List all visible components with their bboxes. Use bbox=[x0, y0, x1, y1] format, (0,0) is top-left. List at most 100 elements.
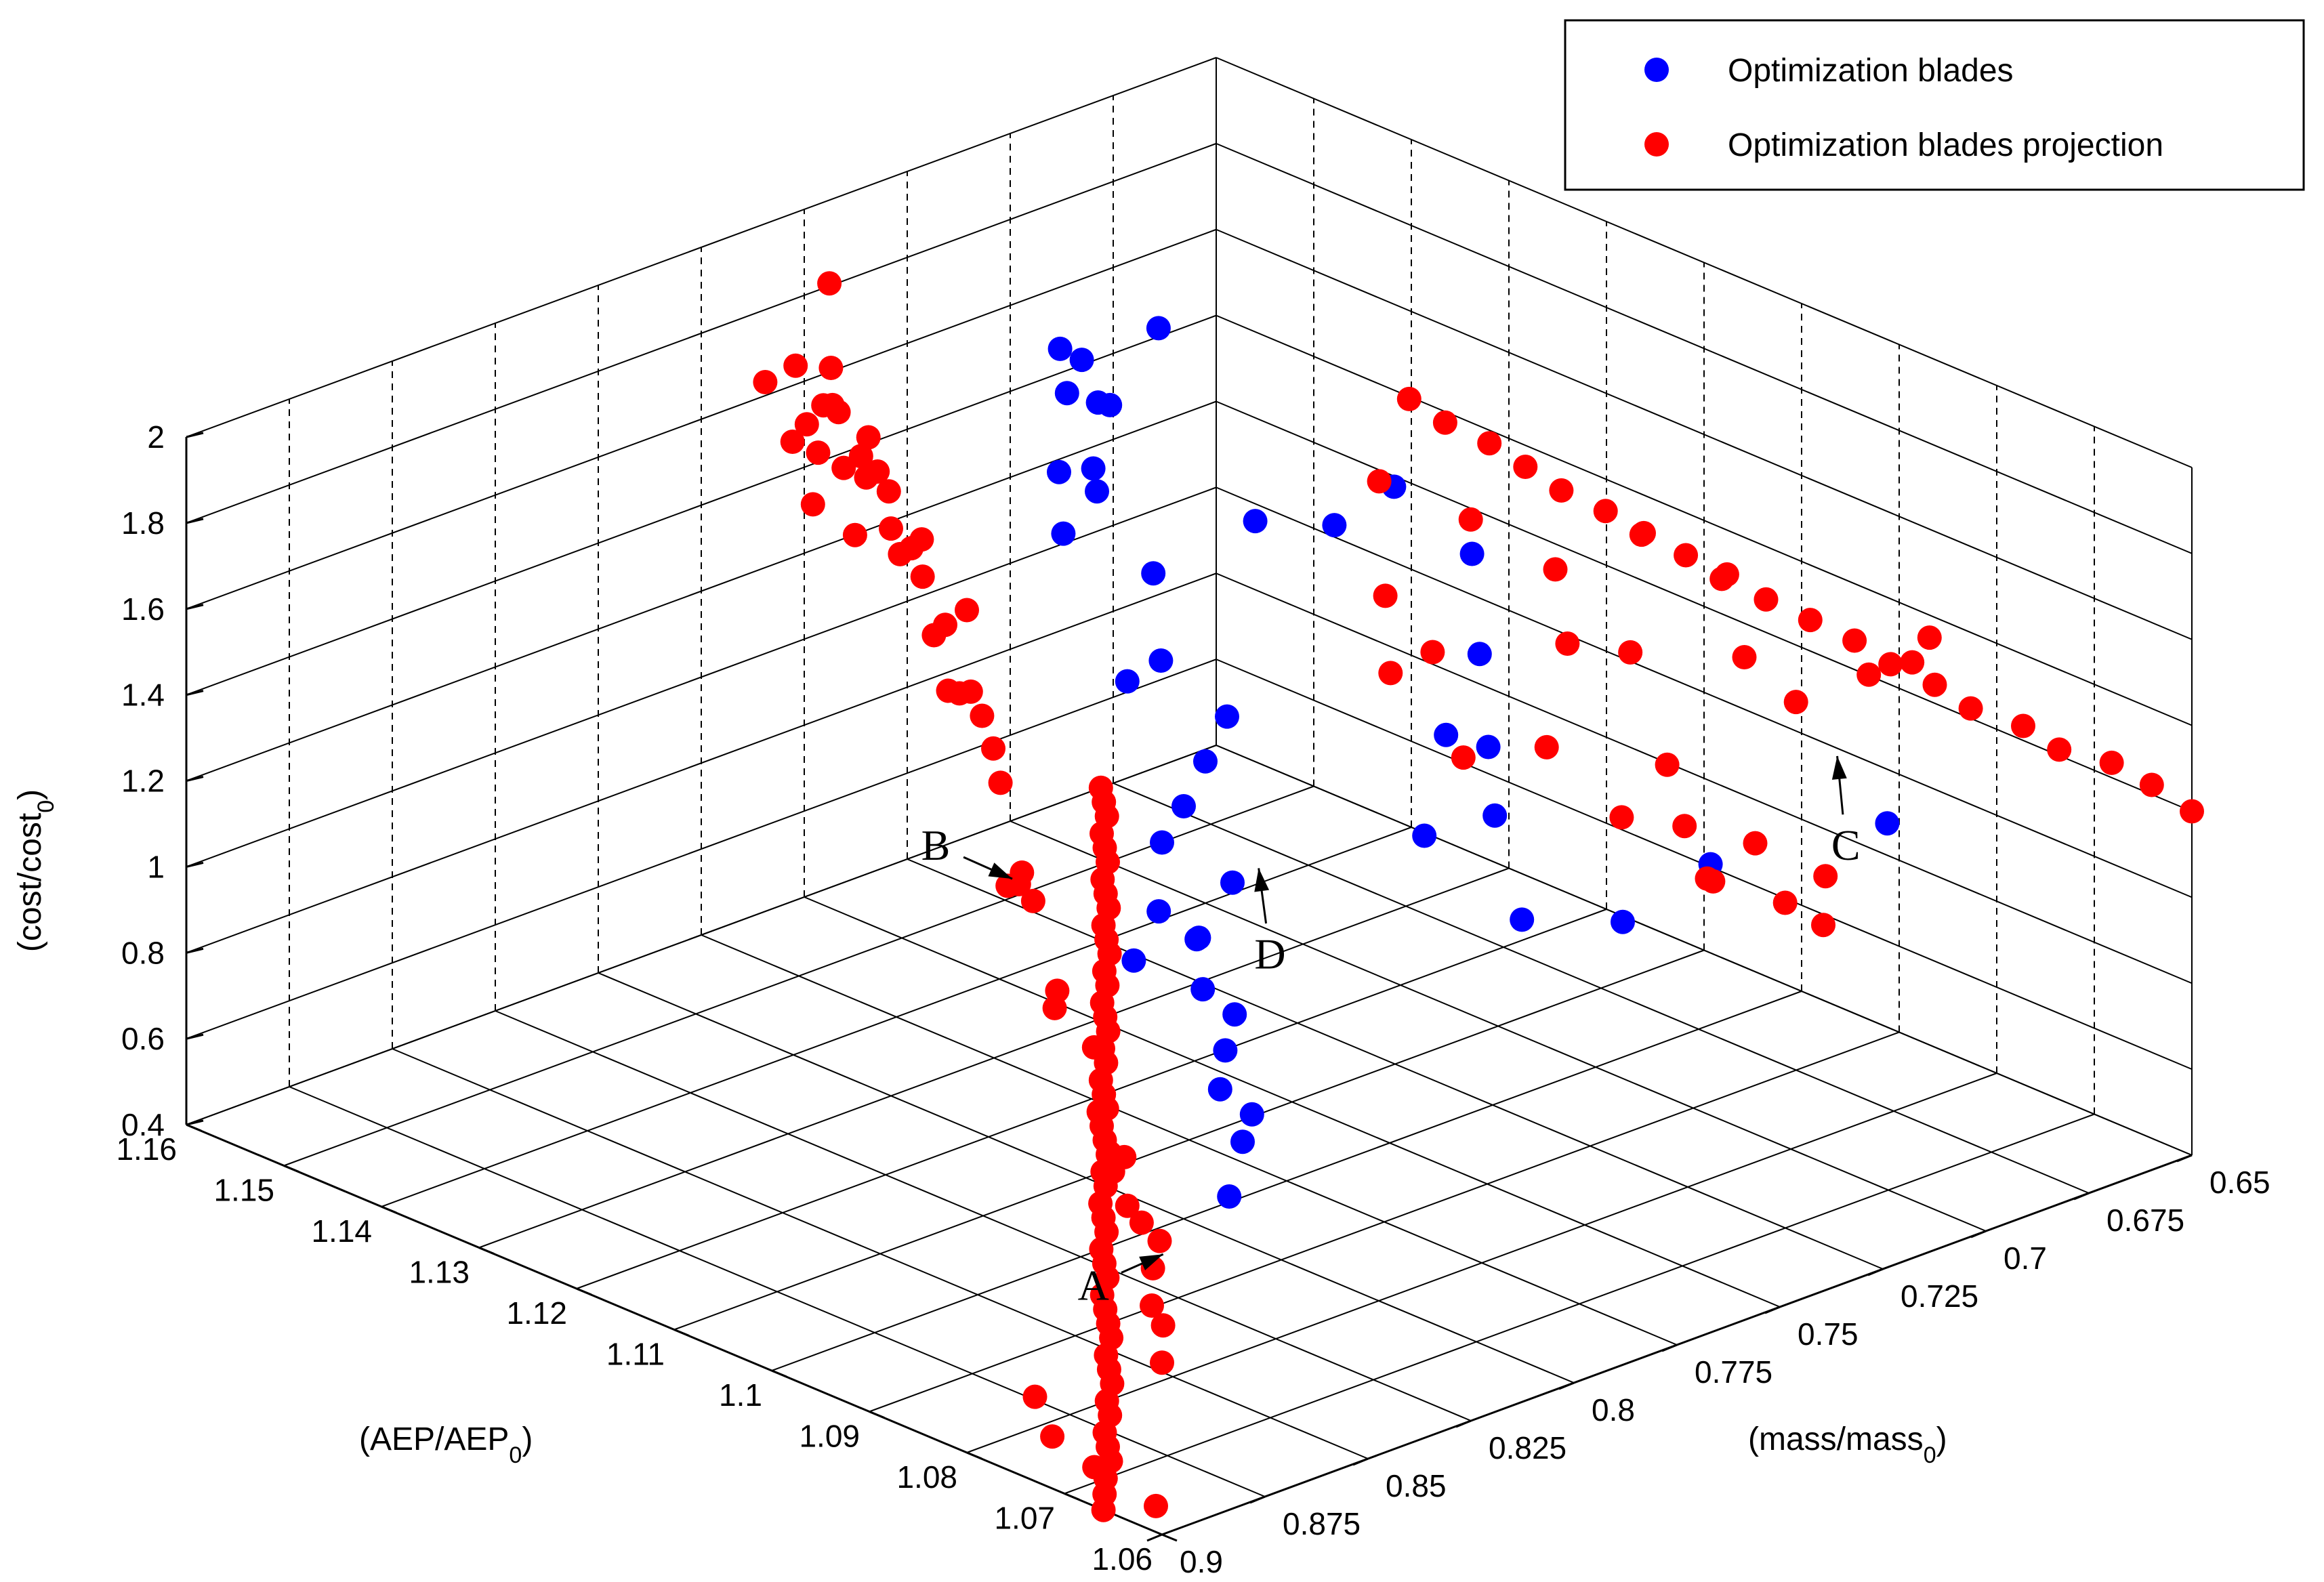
data-point-projection bbox=[1856, 662, 1882, 687]
annotation-label: A bbox=[1078, 1262, 1109, 1310]
x-tick-1 bbox=[1064, 1493, 1080, 1501]
data-point-projection bbox=[1922, 672, 1947, 697]
annotation-label: D bbox=[1254, 930, 1285, 978]
z-axis-title-main: (cost/cost bbox=[12, 813, 48, 952]
y-tick-3 bbox=[1867, 1268, 1884, 1276]
data-point-projection bbox=[1396, 386, 1422, 411]
y-tick-label: 0.85 bbox=[1386, 1468, 1447, 1503]
x-tick-label: 1.14 bbox=[311, 1213, 372, 1249]
x-tick-4 bbox=[771, 1369, 787, 1378]
z-tick-label: 0.8 bbox=[121, 935, 165, 970]
data-point-blade bbox=[1243, 509, 1268, 534]
data-point-projection bbox=[921, 623, 947, 648]
annotation-arrowhead bbox=[988, 862, 1013, 879]
y-tick-label: 0.675 bbox=[2107, 1203, 2184, 1238]
x-tick-label: 1.12 bbox=[506, 1295, 567, 1331]
data-point-blade bbox=[1186, 925, 1211, 951]
data-point-blade bbox=[1171, 794, 1196, 818]
y-tick-label: 0.825 bbox=[1489, 1430, 1566, 1465]
legend-marker-blue bbox=[1644, 58, 1669, 82]
z-axis-title: (cost/cost0) bbox=[12, 789, 59, 952]
data-point-blade bbox=[1217, 1184, 1242, 1209]
data-point-projection bbox=[888, 541, 913, 566]
data-point-projection bbox=[1451, 745, 1476, 770]
data-point-projection bbox=[1513, 455, 1538, 479]
data-point-projection bbox=[1373, 583, 1398, 608]
data-point-projection bbox=[783, 353, 808, 378]
data-point-projection bbox=[1458, 507, 1483, 532]
y-axis-title-main: (mass/mass bbox=[1748, 1421, 1924, 1457]
y-tick-2 bbox=[1970, 1230, 1987, 1238]
data-point-projection bbox=[856, 425, 881, 450]
z-tick-label: 1.8 bbox=[121, 505, 165, 541]
data-point-projection bbox=[1555, 631, 1580, 656]
data-point-projection bbox=[909, 527, 934, 552]
y-tick-0 bbox=[2176, 1154, 2193, 1163]
y-tick-label: 0.65 bbox=[2209, 1165, 2270, 1200]
data-point-blade bbox=[1121, 948, 1146, 973]
annotation-arrowhead bbox=[1254, 868, 1270, 892]
x-tick-label: 1.1 bbox=[719, 1377, 762, 1413]
data-point-blade bbox=[1875, 811, 1900, 836]
data-point-blade bbox=[1141, 561, 1166, 586]
x-tick-label: 1.07 bbox=[994, 1501, 1055, 1536]
x-tick-7 bbox=[478, 1247, 495, 1255]
data-point-projection bbox=[1129, 1210, 1154, 1235]
z-tick-0 bbox=[186, 1119, 204, 1126]
x-tick-label: 1.08 bbox=[896, 1459, 957, 1495]
data-point-blade bbox=[1476, 734, 1501, 759]
data-point-blade bbox=[1081, 456, 1106, 481]
z-tick-label: 2 bbox=[147, 419, 165, 455]
data-point-projection bbox=[1115, 1193, 1140, 1218]
data-point-projection bbox=[955, 598, 979, 623]
data-point-projection bbox=[1878, 652, 1903, 677]
data-point-projection bbox=[1477, 431, 1502, 456]
x-axis-title-main: (AEP/AEP bbox=[359, 1421, 509, 1457]
data-point-projection bbox=[2047, 737, 2072, 762]
y-tick-label: 0.875 bbox=[1283, 1506, 1361, 1541]
data-point-projection bbox=[1655, 752, 1680, 777]
data-point-blade bbox=[1412, 823, 1437, 848]
annotation-label: C bbox=[1831, 821, 1861, 869]
data-point-projection bbox=[988, 770, 1013, 795]
data-point-projection bbox=[1140, 1293, 1164, 1318]
data-point-projection bbox=[2139, 772, 2164, 797]
y-tick-label: 0.775 bbox=[1695, 1354, 1772, 1390]
data-point-blade bbox=[1054, 381, 1079, 406]
x-tick-2 bbox=[966, 1451, 982, 1460]
z-tick-4 bbox=[186, 776, 204, 782]
z-tick-7 bbox=[186, 518, 204, 524]
grid-line-x-floor-10 bbox=[186, 745, 1217, 1125]
data-point-projection bbox=[1701, 869, 1726, 894]
z-tick-8 bbox=[186, 432, 204, 438]
data-point-projection bbox=[981, 736, 1005, 761]
data-point-projection bbox=[1743, 831, 1768, 856]
legend: Optimization blades Optimization blades … bbox=[1564, 19, 2305, 191]
data-point-blade bbox=[1467, 642, 1492, 667]
data-point-blade bbox=[1098, 392, 1123, 417]
data-point-projection bbox=[995, 873, 1020, 898]
data-point-projection bbox=[854, 465, 879, 490]
axes-layer: 1.06 1.07 1.08 1.09 1.1 1.11 1.12 1.13 1.14 1.15 1… bbox=[116, 419, 2270, 1579]
data-point-projection bbox=[831, 455, 856, 480]
y-tick-label: 0.75 bbox=[1798, 1316, 1859, 1352]
data-point-projection bbox=[1147, 1228, 1172, 1253]
y-tick-4 bbox=[1764, 1306, 1781, 1314]
data-point-blade bbox=[1222, 1002, 1247, 1027]
legend-label-projection: Optimization blades projection bbox=[1728, 127, 2163, 163]
z-tick-5 bbox=[186, 690, 204, 696]
data-point-projection bbox=[2011, 713, 2035, 738]
x-tick-label: 1.11 bbox=[606, 1337, 665, 1372]
y-tick-label: 0.7 bbox=[2004, 1241, 2047, 1276]
z-tick-1 bbox=[186, 1033, 204, 1040]
data-point-projection bbox=[1674, 543, 1699, 568]
data-point-projection bbox=[848, 444, 873, 469]
data-point-projection bbox=[1917, 625, 1942, 650]
data-point-blade bbox=[1146, 316, 1171, 341]
z-tick-6 bbox=[186, 604, 204, 610]
x-tick-label: 1.06 bbox=[1092, 1541, 1153, 1577]
data-point-projection bbox=[806, 440, 831, 465]
data-point-blade bbox=[1193, 749, 1218, 774]
y-tick-9 bbox=[1249, 1495, 1266, 1504]
